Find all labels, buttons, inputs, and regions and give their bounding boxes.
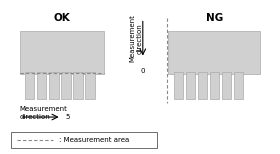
Bar <box>73 72 83 99</box>
Text: 0: 0 <box>141 68 145 74</box>
Text: NG: NG <box>206 13 223 23</box>
Text: Measurement
direction: Measurement direction <box>129 15 143 62</box>
Bar <box>85 72 95 99</box>
Bar <box>174 72 183 99</box>
Text: Measurement
direction: Measurement direction <box>20 106 67 120</box>
Bar <box>210 72 219 99</box>
Bar <box>168 31 260 74</box>
Bar <box>61 72 71 99</box>
Text: OK: OK <box>53 13 70 23</box>
Bar <box>198 72 207 99</box>
Bar <box>25 72 34 99</box>
Bar <box>20 31 104 74</box>
Text: 5: 5 <box>66 114 70 120</box>
Text: : Measurement area: : Measurement area <box>59 137 129 143</box>
Bar <box>186 72 195 99</box>
Bar <box>222 72 231 99</box>
Bar <box>234 72 243 99</box>
Bar <box>37 72 46 99</box>
Bar <box>49 72 59 99</box>
Bar <box>11 132 157 148</box>
